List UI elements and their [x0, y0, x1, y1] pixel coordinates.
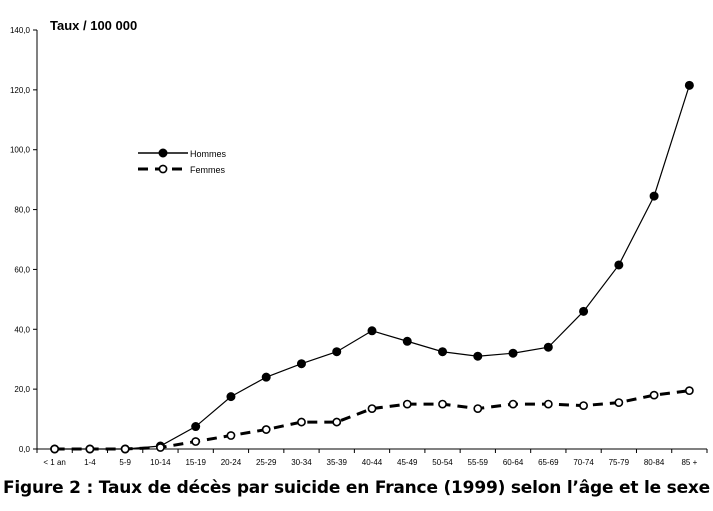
x-tick-label: 25-29: [256, 458, 277, 467]
y-tick-label: 0,0: [19, 445, 31, 454]
data-point-femmes: [473, 404, 483, 413]
series-layer: [50, 80, 694, 454]
figure-caption: Figure 2 : Taux de décès par suicide en …: [2, 478, 711, 498]
data-point-femmes: [649, 390, 659, 400]
x-tick-label: 80-84: [644, 458, 665, 467]
data-point-femmes: [579, 401, 588, 411]
legend-marker-hommes: [158, 148, 168, 158]
data-point-hommes: [296, 359, 306, 369]
data-point-femmes: [120, 444, 130, 454]
data-point-femmes: [297, 417, 306, 427]
data-point-femmes: [261, 425, 271, 434]
data-point-femmes: [156, 443, 165, 452]
data-point-hommes: [508, 348, 518, 358]
y-tick-label: 40,0: [14, 325, 30, 334]
y-tick-label: 80,0: [14, 206, 30, 215]
x-tick-label: 35-39: [327, 458, 348, 467]
data-point-femmes: [684, 386, 694, 396]
data-point-femmes: [508, 399, 518, 409]
x-tick-label: 40-44: [362, 458, 383, 467]
data-point-hommes: [226, 392, 236, 402]
data-point-femmes: [226, 431, 236, 440]
data-point-hommes: [614, 260, 624, 270]
legend: Hommes Femmes: [138, 148, 227, 175]
y-axis-label: Taux / 100 000: [50, 18, 137, 33]
data-point-hommes: [649, 191, 659, 201]
x-tick-label: 1-4: [84, 458, 96, 467]
legend-marker-femmes: [158, 164, 168, 174]
legend-label-femmes: Femmes: [190, 165, 226, 175]
data-point-hommes: [684, 80, 694, 90]
data-point-hommes: [438, 347, 448, 357]
y-ticks: 0,0 20,0 40,0 60,0 80,0 100,0 120,0 140,0: [10, 26, 37, 454]
x-tick-label: 75-79: [609, 458, 630, 467]
x-tick-label: 20-24: [221, 458, 242, 467]
series-line-femmes: [54, 389, 690, 451]
data-point-hommes: [579, 306, 589, 316]
data-point-hommes: [473, 351, 483, 361]
y-tick-label: 60,0: [14, 265, 30, 274]
data-point-hommes: [261, 372, 271, 382]
data-point-femmes: [367, 404, 377, 413]
y-tick-label: 120,0: [10, 86, 31, 95]
data-point-hommes: [367, 326, 377, 336]
x-ticks: < 1 an 1-4 5-9 10-14 15-19 20-24 25-29 30-34 35-…: [36, 449, 708, 467]
x-tick-label: 85 +: [681, 458, 697, 467]
x-tick-label: 10-14: [150, 458, 171, 467]
x-tick-label: 65-69: [538, 458, 559, 467]
legend-label-hommes: Hommes: [190, 149, 227, 159]
data-point-femmes: [543, 399, 553, 409]
x-tick-label: 15-19: [185, 458, 206, 467]
data-point-femmes: [402, 399, 412, 409]
data-point-femmes: [614, 398, 624, 408]
line-chart: Taux / 100 000 0,0 20,0 40,0 60,0 80,0 100,0 1…: [10, 18, 708, 467]
data-point-hommes: [402, 336, 412, 346]
x-tick-label: 55-59: [468, 458, 489, 467]
y-tick-label: 140,0: [10, 26, 31, 35]
series-line-hommes: [54, 85, 690, 450]
data-point-hommes: [332, 347, 342, 357]
data-point-femmes: [85, 444, 95, 454]
data-point-hommes: [543, 342, 553, 352]
x-tick-label: 30-34: [291, 458, 312, 467]
x-tick-label: 60-64: [503, 458, 524, 467]
y-tick-label: 20,0: [14, 385, 30, 394]
x-tick-label: 5-9: [119, 458, 131, 467]
data-point-femmes: [332, 417, 342, 427]
x-tick-label: 45-49: [397, 458, 418, 467]
y-tick-label: 100,0: [10, 146, 31, 155]
data-point-hommes: [191, 422, 201, 432]
x-tick-label: < 1 an: [43, 458, 65, 467]
x-tick-label: 70-74: [573, 458, 594, 467]
data-point-femmes: [191, 437, 201, 446]
data-point-femmes: [50, 444, 60, 454]
x-tick-label: 50-54: [432, 458, 453, 467]
data-point-femmes: [438, 399, 447, 409]
